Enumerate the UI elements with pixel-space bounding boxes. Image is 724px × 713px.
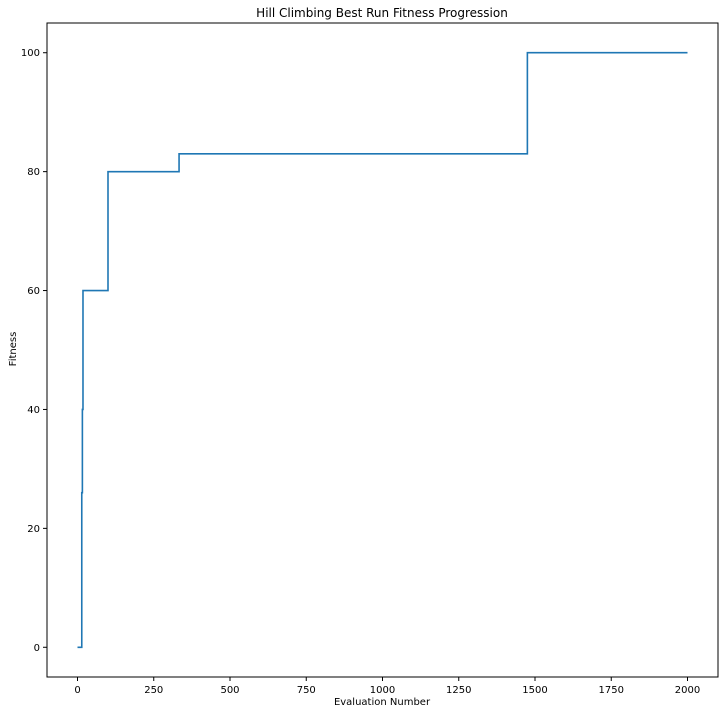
x-tick-label: 1500 [522,685,547,696]
x-tick-label: 0 [74,685,80,696]
x-axis-label: Evaluation Number [334,697,431,708]
x-tick-label: 500 [220,685,239,696]
x-tick-label: 1250 [446,685,471,696]
x-tick-label: 250 [144,685,163,696]
x-tick-label: 1000 [370,685,395,696]
y-tick-label: 60 [27,286,40,297]
y-axis-ticks: 0 20 40 60 80 100 [21,48,47,654]
chart-title: Hill Climbing Best Run Fitness Progressi… [256,6,508,20]
y-tick-label: 0 [34,643,40,654]
y-tick-label: 100 [21,48,40,59]
x-tick-label: 2000 [675,685,700,696]
x-tick-label: 1750 [599,685,624,696]
y-axis-label: Fitness [8,332,19,367]
plot-area [46,22,719,678]
series-line-0 [77,51,688,649]
y-tick-label: 20 [27,524,40,535]
y-tick-label: 80 [27,167,40,178]
plot-frame [46,22,719,678]
x-tick-label: 750 [297,685,316,696]
y-tick-label: 40 [27,405,40,416]
x-axis-ticks: 0 250 500 750 1000 1250 1500 1750 2000 [74,677,700,696]
